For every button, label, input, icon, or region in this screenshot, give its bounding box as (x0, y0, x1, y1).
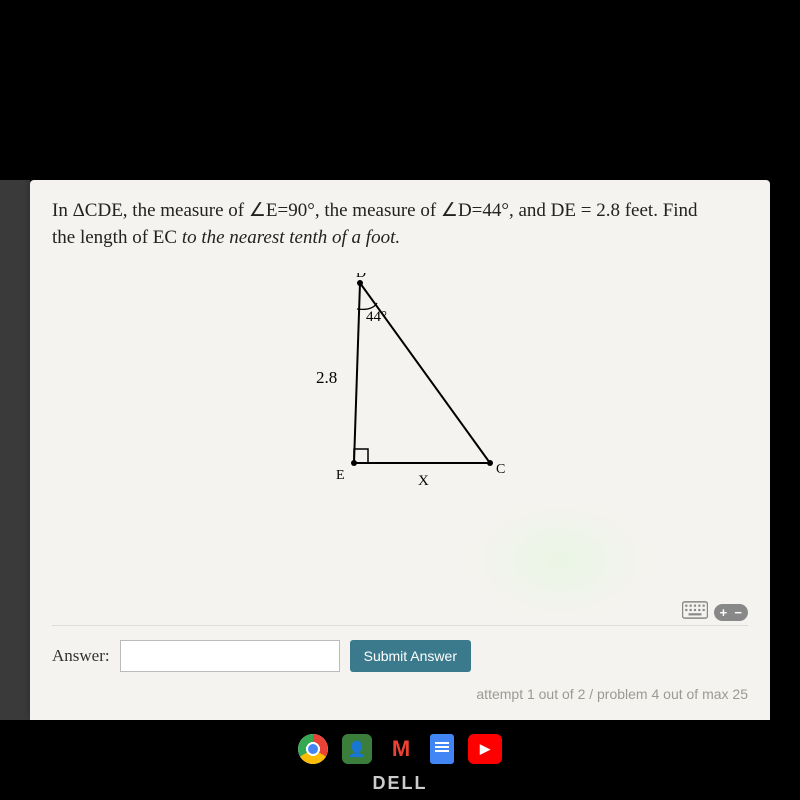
keyboard-icon[interactable] (682, 601, 708, 624)
docs-icon[interactable] (430, 734, 454, 764)
svg-text:X: X (418, 473, 429, 489)
gmail-icon[interactable]: M (386, 734, 416, 764)
svg-text:2.8: 2.8 (316, 368, 337, 387)
triangle-diagram: D E C 44° 2.8 X (52, 273, 748, 503)
attempt-counter: attempt 1 out of 2 / problem 4 out of ma… (476, 686, 748, 702)
problem-line2-italic: to the nearest tenth of a foot. (182, 227, 400, 248)
svg-text:44°: 44° (366, 309, 387, 325)
youtube-icon[interactable]: ▶ (468, 734, 502, 764)
submit-answer-button[interactable]: Submit Answer (350, 640, 471, 672)
svg-text:D: D (356, 273, 366, 281)
chrome-icon[interactable] (298, 734, 328, 764)
contacts-icon[interactable]: 👤 (342, 734, 372, 764)
zoom-controls[interactable]: + − (714, 604, 748, 621)
os-taskbar: 👤 M ▶ (0, 734, 800, 764)
dell-logo: DELL (0, 773, 800, 794)
camera-black-bar (0, 0, 800, 180)
answer-input[interactable] (120, 640, 340, 672)
svg-text:E: E (336, 468, 345, 483)
screen-glare (470, 500, 650, 620)
problem-statement: In ΔCDE, the measure of ∠E=90°, the meas… (52, 198, 748, 251)
problem-line2a: the length of EC (52, 227, 182, 248)
problem-line1: In ΔCDE, the measure of ∠E=90°, the meas… (52, 200, 698, 221)
browser-sidebar-sliver (0, 180, 30, 720)
triangle-svg: D E C 44° 2.8 X (260, 273, 540, 503)
answer-row: Answer: Submit Answer (52, 625, 748, 672)
svg-text:C: C (496, 462, 505, 477)
problem-card: In ΔCDE, the measure of ∠E=90°, the meas… (30, 180, 770, 720)
toolbar-icons: + − (682, 601, 748, 624)
answer-label: Answer: (52, 646, 110, 666)
